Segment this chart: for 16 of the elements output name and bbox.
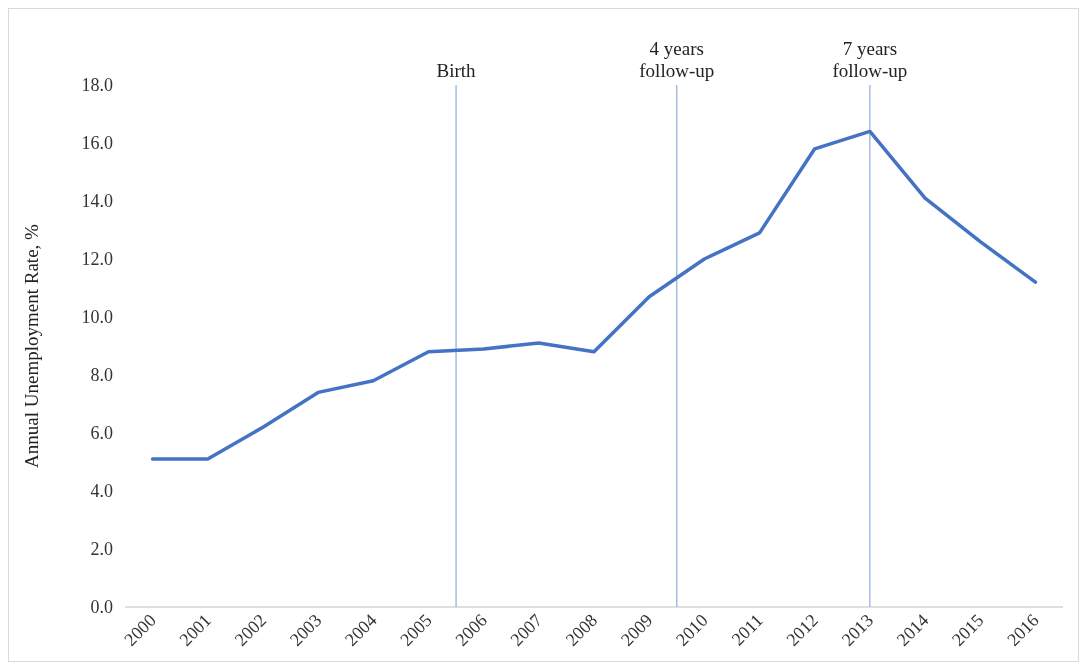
ref-line-label: 4 years follow-up [639, 38, 715, 81]
x-tick-label: 2011 [727, 610, 767, 650]
y-tick-label: 18.0 [81, 75, 113, 96]
y-tick-label: 16.0 [81, 133, 113, 154]
y-tick-label: 10.0 [81, 307, 113, 328]
y-tick-label: 12.0 [81, 249, 113, 270]
y-tick-label: 4.0 [90, 481, 113, 502]
y-tick-label: 8.0 [90, 365, 113, 386]
ref-line-label: 7 years follow-up [832, 38, 908, 81]
y-tick-label: 0.0 [90, 597, 113, 618]
y-tick-label: 6.0 [90, 423, 113, 444]
line-series [150, 129, 1038, 461]
y-axis-title: Annual Unemployment Rate, % [21, 223, 42, 468]
y-tick-label: 14.0 [81, 191, 113, 212]
y-tick-label: 2.0 [90, 539, 113, 560]
ref-line-label: Birth [436, 60, 477, 81]
